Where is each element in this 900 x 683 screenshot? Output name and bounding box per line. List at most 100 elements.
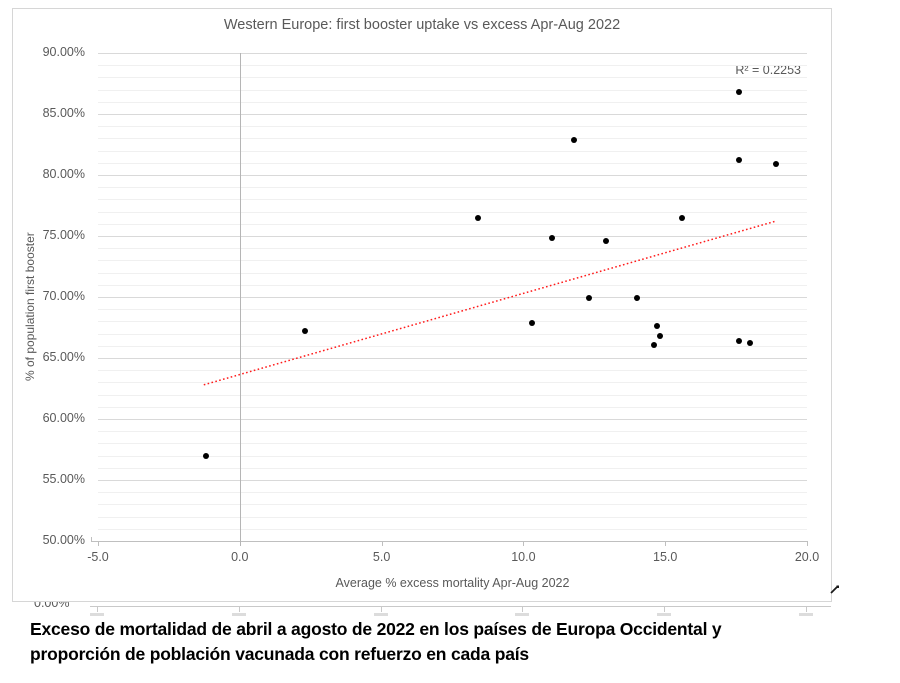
data-point [585, 295, 592, 302]
x-tick-label: 10.0 [511, 550, 536, 564]
x-tick [98, 541, 99, 546]
gridline-minor [98, 516, 807, 518]
gridline-minor [98, 187, 807, 189]
gridline-minor [98, 150, 807, 152]
gridline-minor [98, 528, 807, 530]
r-squared-label: R² = 0.2253 [735, 63, 801, 77]
gridline-minor [98, 248, 807, 250]
data-point [475, 214, 482, 221]
x-tick-label: 20.0 [794, 550, 820, 564]
gridline-minor [98, 284, 807, 286]
gridline-major [98, 297, 807, 298]
gridline-minor [98, 492, 807, 494]
cropped-chart-tick [238, 606, 240, 612]
gridline-minor [98, 77, 807, 79]
gridline-minor [98, 394, 807, 396]
data-point [679, 214, 686, 221]
x-tick [807, 541, 808, 546]
data-point [202, 452, 209, 459]
zero-axis-line [239, 53, 241, 546]
gridline-minor [98, 431, 807, 433]
gridline-minor [98, 223, 807, 225]
gridline-major [98, 419, 807, 420]
x-axis-title: Average % excess mortality Apr-Aug 2022 [335, 576, 570, 590]
gridline-minor [98, 138, 807, 140]
y-tick-label: 55.00% [42, 472, 85, 486]
x-tick-label: 5.0 [372, 550, 391, 564]
gridline-major [98, 175, 807, 176]
gridline-minor [98, 211, 807, 213]
data-point [656, 333, 663, 340]
gridline-major [98, 236, 807, 237]
gridline-minor [98, 504, 807, 506]
gridline-minor [98, 467, 807, 469]
gridline-minor [98, 89, 807, 91]
chart-title: Western Europe: first booster uptake vs … [223, 17, 621, 33]
x-axis-endcap [91, 537, 92, 541]
x-axis-line [91, 541, 807, 542]
data-point [633, 295, 640, 302]
x-tick [665, 541, 667, 546]
data-point [772, 161, 779, 168]
gridline-minor [98, 126, 807, 128]
x-tick-label: 0.0 [231, 550, 249, 564]
gridline-minor [98, 382, 807, 384]
data-point [302, 328, 309, 335]
data-point [528, 319, 535, 326]
y-tick-label: 90.00% [42, 45, 85, 59]
gridline-minor [98, 443, 807, 445]
y-tick-label: 65.00% [42, 350, 85, 364]
gridline-minor [98, 321, 807, 323]
gridline-major [98, 53, 807, 54]
cropped-label-remnant [231, 613, 246, 616]
y-tick-label: 75.00% [42, 228, 85, 242]
gridline-minor [98, 309, 807, 311]
caption: Exceso de mortalidad de abril a agosto d… [30, 617, 890, 667]
gridline-major [98, 480, 807, 481]
cropped-chart-tick [664, 606, 666, 612]
y-tick-label: 70.00% [42, 289, 85, 303]
gridline-minor [98, 370, 807, 372]
data-point [650, 341, 657, 348]
y-tick-label: 85.00% [42, 106, 85, 120]
trendline-segment [203, 220, 776, 386]
x-tick-label: -5.0 [87, 550, 109, 564]
cropped-chart-tick [522, 606, 524, 612]
cropped-label-remnant [799, 613, 813, 616]
cropped-chart-tick [97, 606, 98, 612]
y-tick-label: 80.00% [42, 167, 85, 181]
x-tick-label: 15.0 [653, 550, 678, 564]
caption-line-2: proporción de población vacunada con ref… [30, 644, 529, 664]
x-tick [523, 541, 525, 546]
cropped-label-remnant [515, 613, 530, 616]
cropped-chart-top-axis [90, 606, 831, 607]
gridline-minor [98, 272, 807, 274]
gridline-minor [98, 260, 807, 262]
data-point [548, 235, 555, 242]
data-point [735, 89, 742, 96]
gridline-major [98, 358, 807, 359]
gridline-minor [98, 333, 807, 335]
gridline-major [98, 114, 807, 115]
data-point [653, 323, 660, 330]
cropped-chart-tick [380, 606, 382, 612]
gridline-minor [98, 199, 807, 201]
data-point [735, 337, 742, 344]
y-tick-label: 50.00% [42, 533, 85, 547]
gridline-minor [98, 345, 807, 347]
cropped-chart-tick [806, 606, 807, 612]
gridline-minor [98, 101, 807, 103]
data-point [571, 136, 578, 143]
cropped-label-remnant [657, 613, 672, 616]
gridline-minor [98, 406, 807, 408]
cropped-label-remnant [90, 613, 104, 616]
gridline-minor [98, 455, 807, 457]
data-point [602, 237, 609, 244]
chart-frame: Western Europe: first booster uptake vs … [12, 8, 832, 602]
cropped-chart-ylabel: 0.00% [34, 602, 70, 610]
gridline-minor [98, 65, 807, 67]
caption-line-1: Exceso de mortalidad de abril a agosto d… [30, 619, 722, 639]
gridline-minor [98, 162, 807, 164]
y-tick-label: 60.00% [42, 411, 85, 425]
